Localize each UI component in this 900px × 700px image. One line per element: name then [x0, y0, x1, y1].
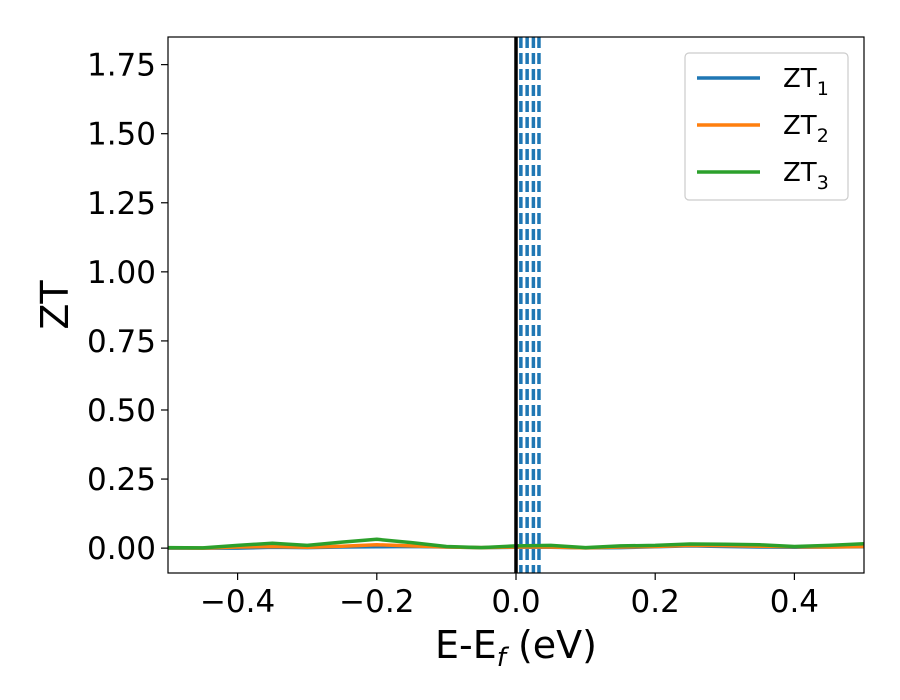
y-tick-label: 0.50 — [87, 393, 156, 429]
y-tick-label: 1.00 — [87, 255, 156, 291]
legend-label: ZT3 — [783, 158, 829, 194]
x-axis-label-main: E-E — [435, 623, 497, 667]
legend-box — [684, 52, 849, 201]
legend: ZT1 ZT2 ZT3 — [684, 52, 849, 201]
y-tick-label: 1.25 — [87, 186, 156, 222]
x-axis-label-unit: (eV) — [506, 623, 597, 667]
x-tick-label: 0.2 — [631, 584, 680, 620]
y-tick-label: 1.50 — [87, 117, 156, 153]
legend-label: ZT2 — [783, 111, 829, 147]
y-axis-label: ZT — [33, 280, 77, 330]
y-tick-label: 0.00 — [87, 531, 156, 567]
plot-frame — [167, 36, 865, 574]
x-tick-label: −0.2 — [339, 584, 414, 620]
y-tick-label: 0.75 — [87, 324, 156, 360]
legend-label: ZT1 — [783, 64, 829, 100]
x-tick-label: −0.4 — [200, 584, 275, 620]
x-tick-label: 0.4 — [770, 584, 819, 620]
y-tick-label: 0.25 — [87, 462, 156, 498]
x-axis-label: E-Ef (eV) — [435, 623, 597, 673]
y-tick-label: 1.75 — [87, 48, 156, 84]
x-tick-label: 0.0 — [491, 584, 540, 620]
